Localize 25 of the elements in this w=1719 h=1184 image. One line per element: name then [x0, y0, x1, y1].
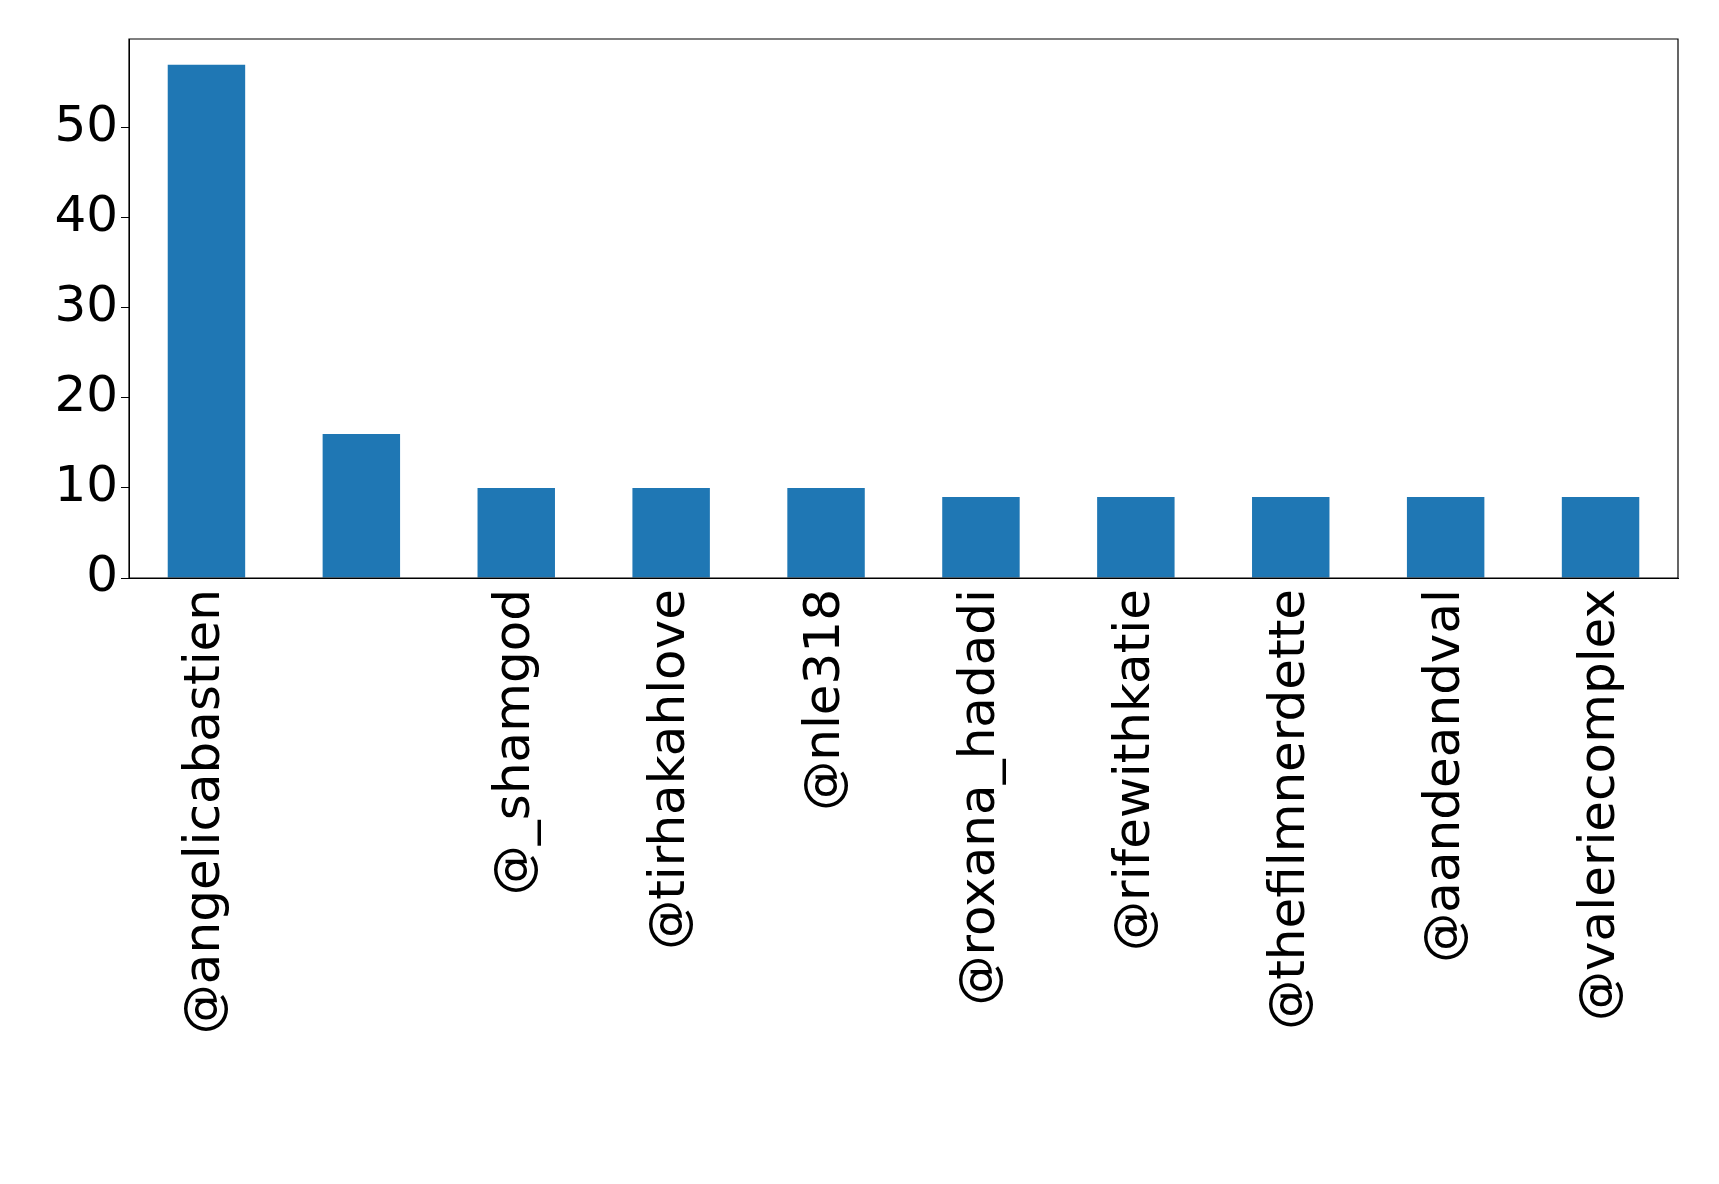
y-tick-label: 20	[54, 364, 118, 423]
x-tick-label: @roxana_hadadi	[947, 589, 1006, 1006]
y-tick-label: 0	[86, 544, 118, 603]
x-tick-label: @tirhakahlove	[638, 589, 697, 950]
x-tick-label: @valeriecomplex	[1567, 589, 1626, 1021]
bar	[477, 487, 555, 578]
bar	[1252, 496, 1330, 578]
y-tick-label: 50	[54, 94, 118, 153]
bar	[1561, 496, 1640, 578]
y-tick-label: 30	[54, 274, 118, 333]
x-tick-label: @nle318	[793, 589, 852, 811]
bar	[942, 496, 1020, 578]
y-tick-label: 10	[54, 454, 118, 513]
x-tick-label: @aandeandval	[1412, 589, 1471, 963]
x-tick-label: @rifewithkatie	[1102, 589, 1161, 951]
x-tick-label: @thefilmnerdette	[1257, 589, 1316, 1030]
bar	[322, 433, 401, 578]
x-tick-label: @_shamgod	[483, 589, 542, 896]
bar	[1406, 496, 1485, 578]
bar	[632, 487, 710, 578]
bar	[787, 487, 865, 578]
y-tick-label: 40	[54, 184, 118, 243]
bar	[1097, 496, 1175, 578]
bar	[167, 64, 246, 578]
x-tick-label: @angelicabastien	[173, 589, 232, 1035]
